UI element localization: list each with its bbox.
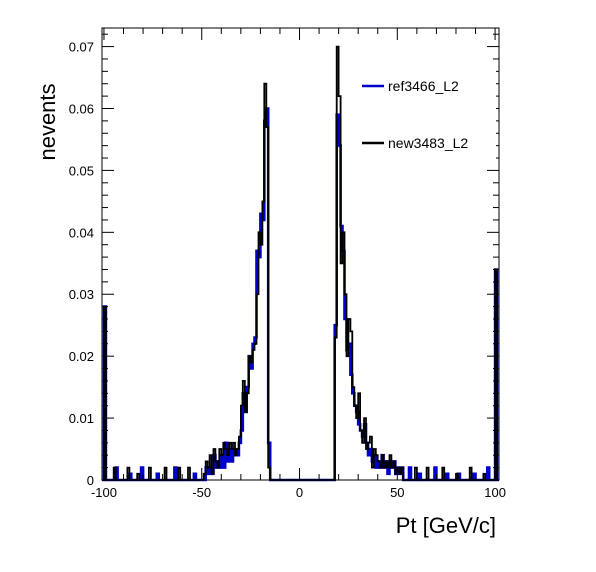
series-ref3466_L2-line xyxy=(102,107,499,482)
y-tick-label: 0.04 xyxy=(69,225,94,240)
axes: -100 -50 0 50 100 0 0.01 0.02 0.03 0.04 0.05 0.06 0.… xyxy=(69,28,506,500)
legend-label-new3483: new3483_L2 xyxy=(388,135,468,151)
x-tick-label: -100 xyxy=(91,485,117,500)
x-tick-label: 0 xyxy=(296,485,303,500)
y-tick-label: 0.05 xyxy=(69,163,94,178)
y-tick-label: 0.01 xyxy=(69,411,94,426)
x-tick-label: 100 xyxy=(484,485,506,500)
y-tick-label: 0.02 xyxy=(69,349,94,364)
series-new3483_L2-line xyxy=(102,45,499,481)
legend-box xyxy=(356,66,496,166)
y-tick-label: 0.03 xyxy=(69,287,94,302)
legend: ref3466_L2 new3483_L2 xyxy=(356,66,496,166)
legend-label-ref3466: ref3466_L2 xyxy=(388,78,459,94)
y-tick-label: 0.07 xyxy=(69,40,94,55)
x-axis-title: Pt [GeV/c] xyxy=(396,513,496,538)
x-tick-label: 50 xyxy=(390,485,404,500)
y-tick-label: 0 xyxy=(87,473,94,488)
y-tick-label: 0.06 xyxy=(69,101,94,116)
y-axis-title: nevents xyxy=(35,83,60,160)
histogram-series xyxy=(102,45,499,482)
x-tick-label: -50 xyxy=(192,485,211,500)
